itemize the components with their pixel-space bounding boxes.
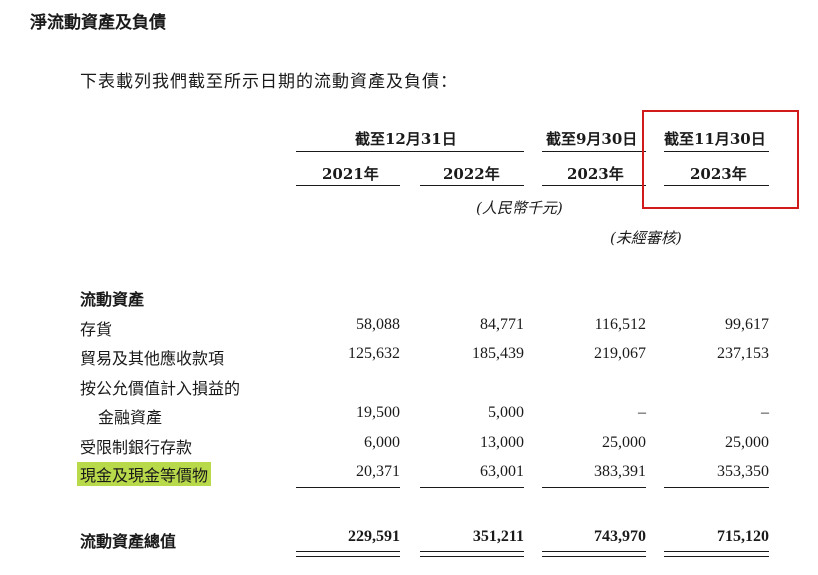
row-label-total: 流動資產總值 — [80, 532, 177, 551]
cell-inventory-2023-nov: 99,617 — [725, 316, 769, 333]
total-double-rule-2022 — [420, 551, 524, 557]
total-double-rule-2023-sep — [542, 551, 646, 557]
intro-text: 下表載列我們截至所示日期的流動資產及負債： — [80, 72, 458, 92]
subtotal-rule-2023-sep — [542, 487, 646, 488]
cell-total-2023-nov: 715,120 — [717, 528, 769, 545]
cell-fvtpl-2021: 19,500 — [356, 404, 400, 421]
header-group-dec31: 截至12月31日 — [355, 130, 457, 148]
row-label-restricted-deposits: 受限制銀行存款 — [80, 438, 193, 457]
year-rule-2021 — [296, 185, 400, 186]
cell-inventory-2023-sep: 116,512 — [594, 316, 646, 333]
year-rule-2023-sep — [542, 185, 646, 186]
unaudited-label: (未經審核) — [610, 229, 682, 247]
header-year-2021: 2021年 — [322, 165, 379, 183]
cell-receivables-2021: 125,632 — [348, 345, 400, 362]
annotation-box — [642, 110, 799, 209]
row-label-cash: 現金及現金等價物 — [77, 462, 212, 486]
header-year-2022: 2022年 — [443, 165, 500, 183]
cell-restricted-2023-nov: 25,000 — [725, 434, 769, 451]
year-rule-2022 — [420, 185, 524, 186]
cell-cash-2023-sep: 383,391 — [594, 463, 646, 480]
section-title: 淨流動資產及負債 — [30, 13, 166, 33]
header-rule-nov30 — [664, 151, 769, 152]
row-label-inventory: 存貨 — [80, 320, 113, 339]
row-label-fvtpl-line1: 按公允價值計入損益的 — [80, 379, 241, 398]
cell-total-2021: 229,591 — [348, 528, 400, 545]
row-label-fvtpl-line2: 金融資產 — [98, 408, 163, 427]
cell-fvtpl-2023-sep: – — [638, 404, 646, 421]
cell-restricted-2023-sep: 25,000 — [602, 434, 646, 451]
cell-restricted-2022: 13,000 — [480, 434, 524, 451]
current-assets-label: 流動資產 — [80, 290, 145, 309]
unit-label: (人民幣千元) — [476, 199, 563, 217]
cell-fvtpl-2023-nov: – — [761, 404, 769, 421]
cell-receivables-2023-nov: 237,153 — [717, 345, 769, 362]
cell-receivables-2022: 185,439 — [472, 345, 524, 362]
cell-fvtpl-2022: 5,000 — [488, 404, 524, 421]
cell-inventory-2021: 58,088 — [356, 316, 400, 333]
header-rule-sep30 — [542, 151, 646, 152]
year-rule-2023-nov — [664, 185, 769, 186]
header-year-2023-sep: 2023年 — [567, 165, 624, 183]
total-double-rule-2021 — [296, 551, 400, 557]
cell-cash-2022: 63,001 — [480, 463, 524, 480]
total-double-rule-2023-nov — [664, 551, 769, 557]
header-group-nov30: 截至11月30日 — [664, 130, 766, 148]
cell-inventory-2022: 84,771 — [480, 316, 524, 333]
cell-total-2022: 351,211 — [472, 528, 524, 545]
header-rule-dec31 — [296, 151, 524, 152]
row-label-receivables: 貿易及其他應收款項 — [80, 349, 225, 368]
cell-cash-2023-nov: 353,350 — [717, 463, 769, 480]
cell-total-2023-sep: 743,970 — [594, 528, 646, 545]
header-group-sep30: 截至9月30日 — [546, 130, 638, 148]
subtotal-rule-2022 — [420, 487, 524, 488]
subtotal-rule-2023-nov — [664, 487, 769, 488]
cell-restricted-2021: 6,000 — [364, 434, 400, 451]
subtotal-rule-2021 — [296, 487, 400, 488]
cell-receivables-2023-sep: 219,067 — [594, 345, 646, 362]
cell-cash-2021: 20,371 — [356, 463, 400, 480]
header-year-2023-nov: 2023年 — [690, 165, 747, 183]
